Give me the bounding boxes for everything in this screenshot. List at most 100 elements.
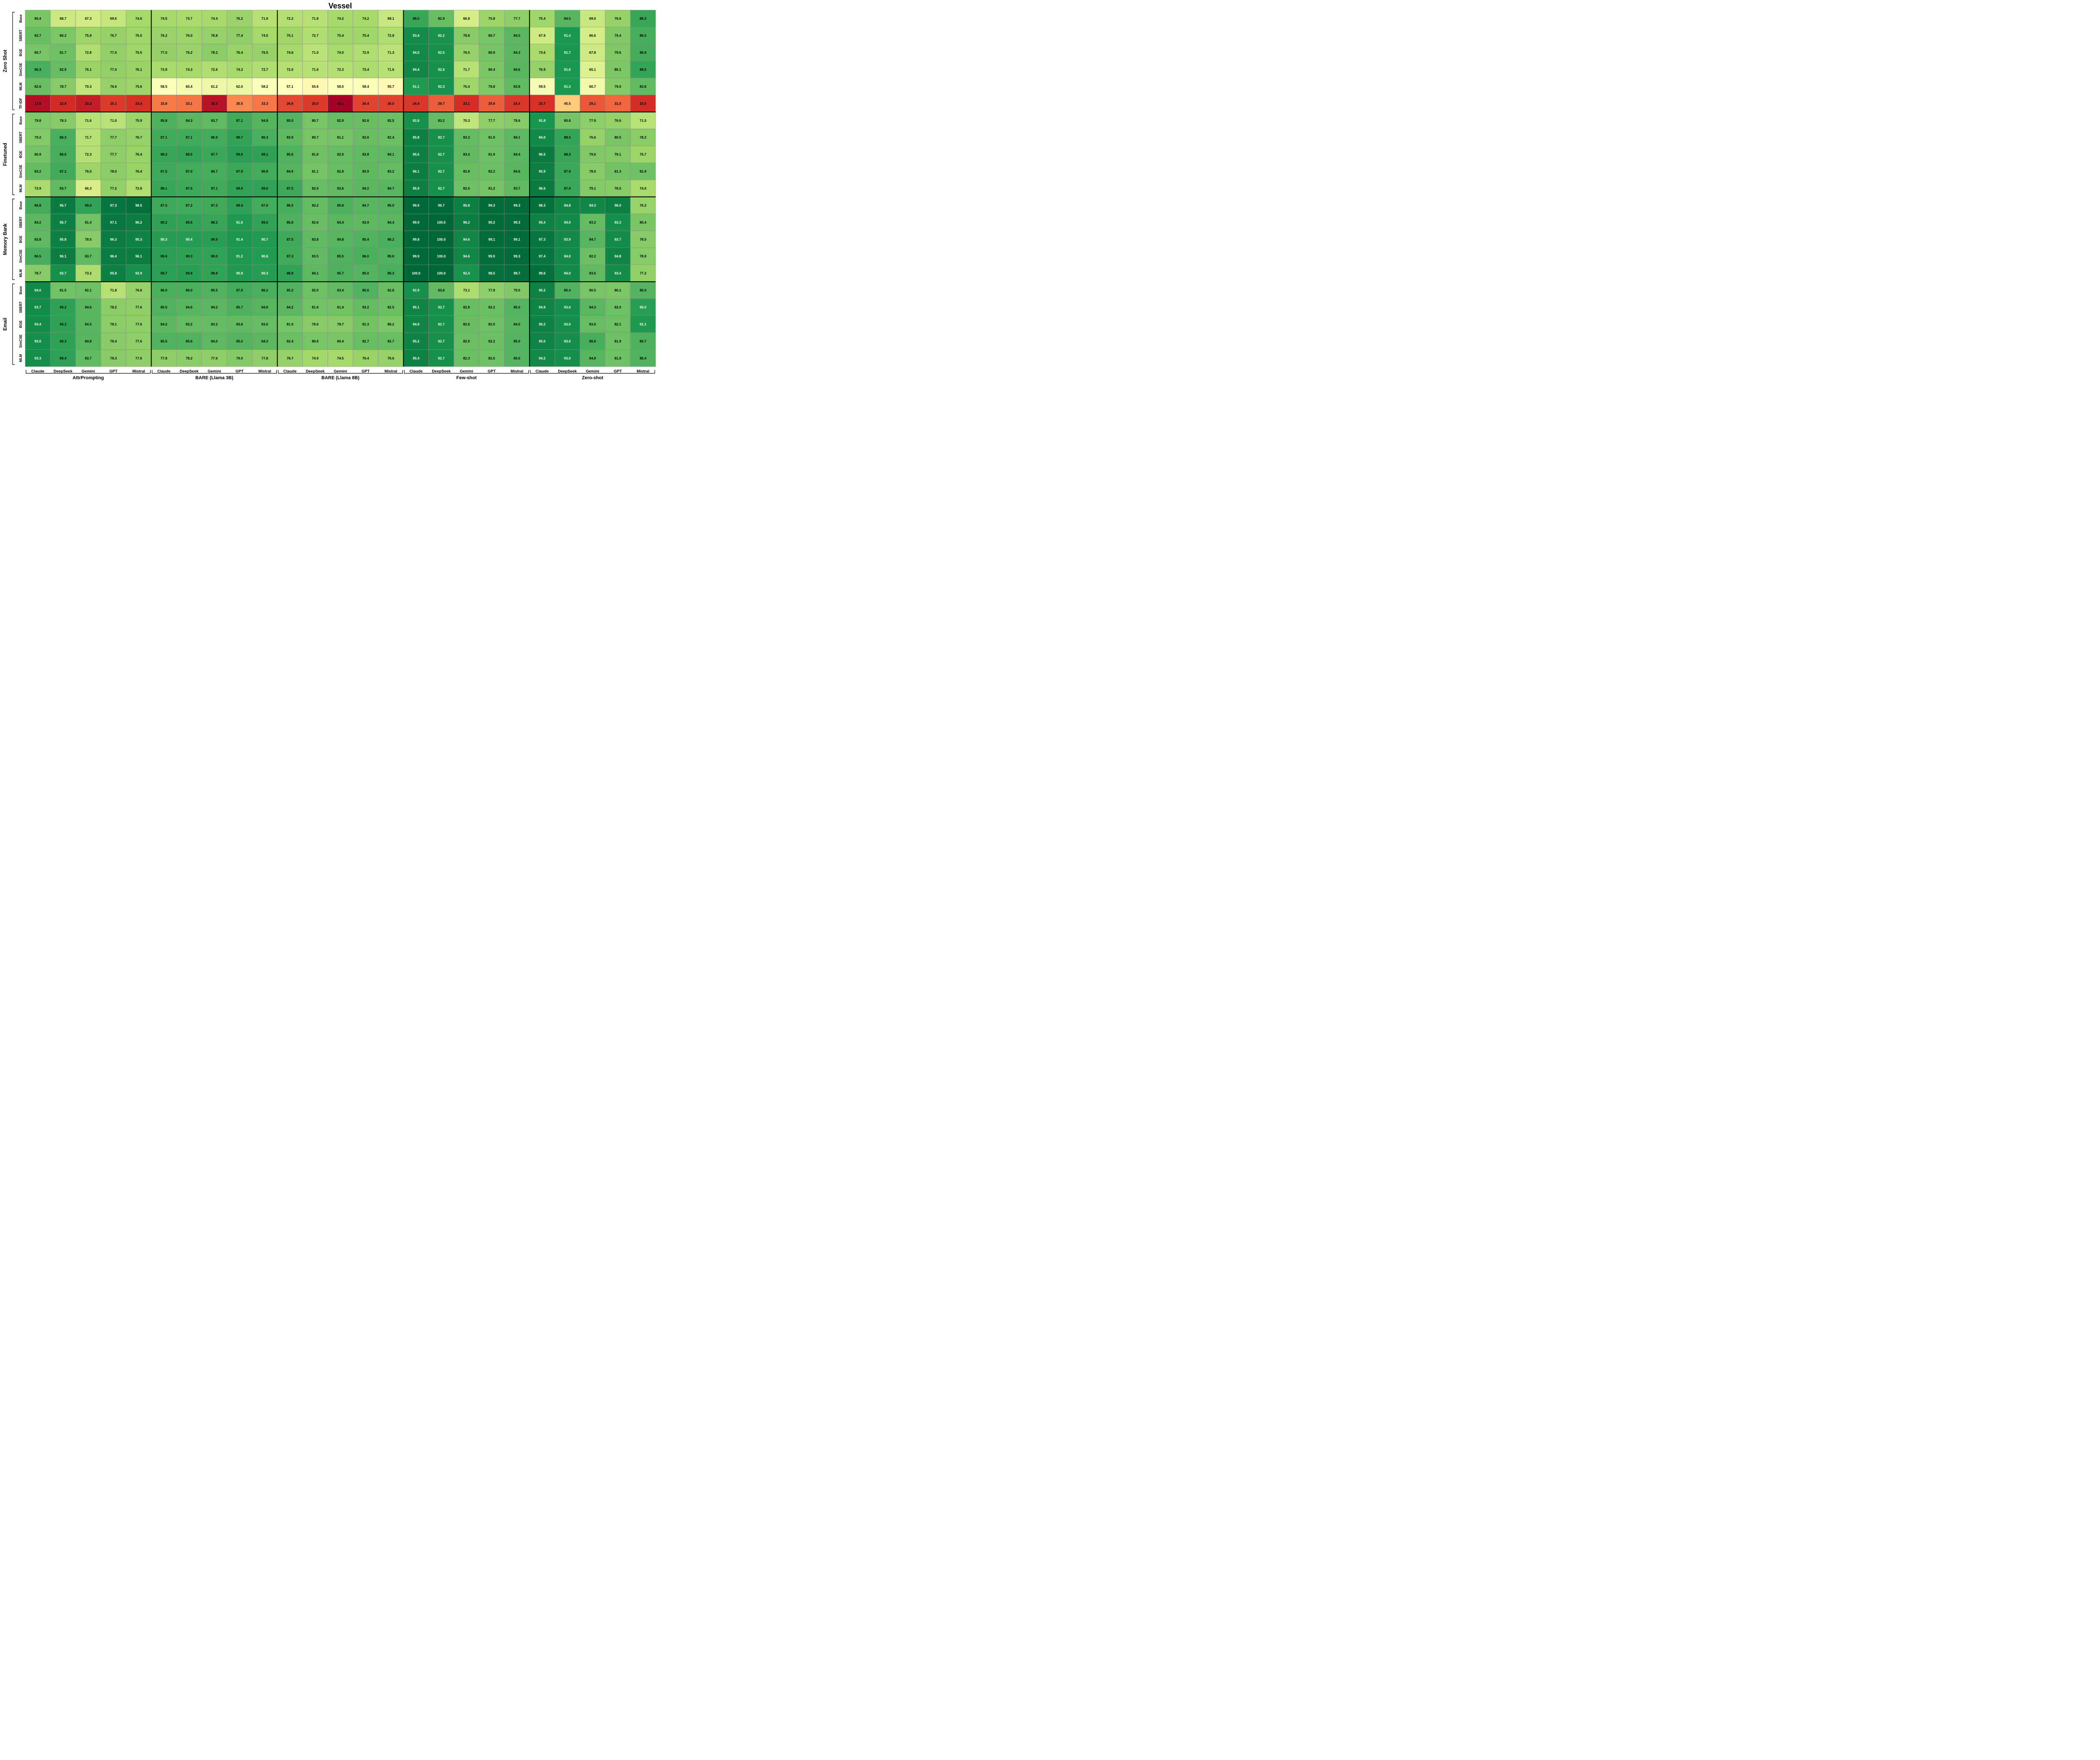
heatmap-cell [100, 146, 126, 163]
heatmap-cell [403, 60, 429, 79]
heatmap-cell [554, 112, 580, 129]
row-label: BGE [19, 150, 23, 158]
heatmap-cell [580, 265, 606, 282]
cell-value-label: 24.4 [514, 102, 520, 105]
heatmap-cell [302, 112, 328, 129]
cell-value-label: 83.5 [312, 254, 318, 258]
cell-value-label: 83.7 [85, 254, 92, 258]
cell-value-label: 84.6 [85, 306, 92, 310]
cell-value-label: 74.9 [312, 357, 318, 360]
heatmap-cell [454, 332, 480, 350]
cell-value-label: 83.2 [438, 119, 445, 123]
cell-value-label: 84.3 [514, 51, 520, 55]
cell-value-label: 99.9 [413, 204, 420, 207]
heatmap-cell [75, 298, 101, 316]
cell-value-label: 86.8 [34, 204, 41, 207]
cell-value-label: 78.7 [337, 323, 344, 326]
cell-value-label: 78.5 [614, 187, 621, 191]
column-label: Gemini [586, 369, 599, 373]
cell-value-label: 86.6 [589, 339, 596, 343]
heatmap-cell [580, 197, 606, 214]
cell-value-label: 55.6 [312, 85, 318, 89]
heatmap-cell [75, 332, 101, 350]
cell-value-label: 82.5 [463, 339, 470, 343]
heatmap-cell [403, 332, 429, 350]
cell-value-label: 94.6 [463, 238, 470, 241]
cell-value-label: 92.9 [135, 272, 142, 275]
cell-value-label: 67.3 [85, 17, 92, 21]
cell-value-label: 89.2 [60, 306, 66, 310]
heatmap-cell [630, 60, 656, 79]
cell-value-label: 75.4 [337, 34, 344, 38]
heatmap-cell [504, 281, 530, 299]
cell-value-label: 79.2 [34, 136, 41, 139]
heatmap-cell [378, 247, 404, 265]
cell-value-label: 84.8 [337, 238, 344, 241]
heatmap-cell [378, 213, 404, 231]
cell-value-label: 81.9 [614, 357, 621, 360]
cell-value-label: 96.6 [539, 187, 546, 191]
cell-value-label: 89.3 [186, 254, 192, 258]
cell-value-label: 72.8 [85, 51, 92, 55]
row-group-bracket [12, 283, 15, 365]
cell-value-label: 92.2 [438, 34, 445, 38]
cell-value-label: 76.5 [261, 51, 268, 55]
heatmap-cell [75, 129, 101, 146]
cell-value-label: 89.0 [261, 220, 268, 224]
heatmap-cell [328, 60, 353, 79]
column-label: Claude [158, 369, 171, 373]
heatmap-cell [302, 60, 328, 79]
heatmap-cell [176, 265, 202, 282]
heatmap-cell [554, 349, 580, 367]
cell-value-label: 81.3 [614, 170, 621, 173]
cell-value-label: 84.3 [514, 34, 520, 38]
cell-value-label: 81.5 [60, 289, 66, 292]
cell-value-label: 89.0 [236, 187, 243, 191]
cell-value-label: 83.7 [60, 187, 66, 191]
heatmap-cell [75, 213, 101, 231]
cell-value-label: 78.0 [110, 170, 117, 173]
heatmap-cell [479, 146, 505, 163]
cell-value-label: 84.4 [388, 220, 394, 224]
cell-value-label: 82.8 [337, 170, 344, 173]
cell-value-label: 89.0 [85, 204, 92, 207]
cell-value-label: 83.0 [261, 323, 268, 326]
cell-value-label: 82.0 [488, 357, 495, 360]
cell-value-label: 83.2 [388, 170, 394, 173]
heatmap-cell [151, 112, 177, 129]
heatmap-cell [630, 94, 656, 112]
cell-value-label: 77.9 [488, 289, 495, 292]
heatmap-cell [25, 315, 51, 333]
heatmap-cell [580, 27, 606, 45]
heatmap-cell [201, 231, 227, 248]
cell-value-label: 89.7 [160, 272, 167, 275]
cell-value-label: 81.0 [286, 323, 293, 326]
cell-value-label: 69.1 [388, 17, 394, 21]
heatmap-cell [428, 44, 454, 61]
heatmap-cell [428, 332, 454, 350]
cell-value-label: 85.6 [186, 339, 192, 343]
cell-value-label: 93.0 [564, 323, 571, 326]
cell-value-label: 95.8 [413, 136, 420, 139]
cell-value-label: 60.4 [186, 85, 192, 89]
cell-value-label: 75.4 [463, 85, 470, 89]
cell-value-label: 82.6 [34, 85, 41, 89]
heatmap-cell [151, 197, 177, 214]
cell-value-label: 78.5 [640, 238, 646, 241]
cell-value-label: 92.9 [413, 289, 420, 292]
heatmap-cell [353, 60, 378, 79]
heatmap-cell [176, 146, 202, 163]
cell-value-label: 85.4 [640, 357, 646, 360]
heatmap-cell [252, 247, 278, 265]
cell-value-label: 91.0 [236, 220, 243, 224]
cell-value-label: 82.8 [438, 17, 445, 21]
heatmap-cell [580, 213, 606, 231]
heatmap-cell [302, 78, 328, 95]
cell-value-label: 87.1 [236, 119, 243, 123]
row-group-bracket [12, 12, 15, 110]
cell-value-label: 70.3 [85, 85, 92, 89]
cell-value-label: 74.6 [286, 51, 293, 55]
heatmap-cell [50, 112, 76, 129]
cell-value-label: 17.6 [34, 102, 41, 105]
heatmap-cell [201, 265, 227, 282]
